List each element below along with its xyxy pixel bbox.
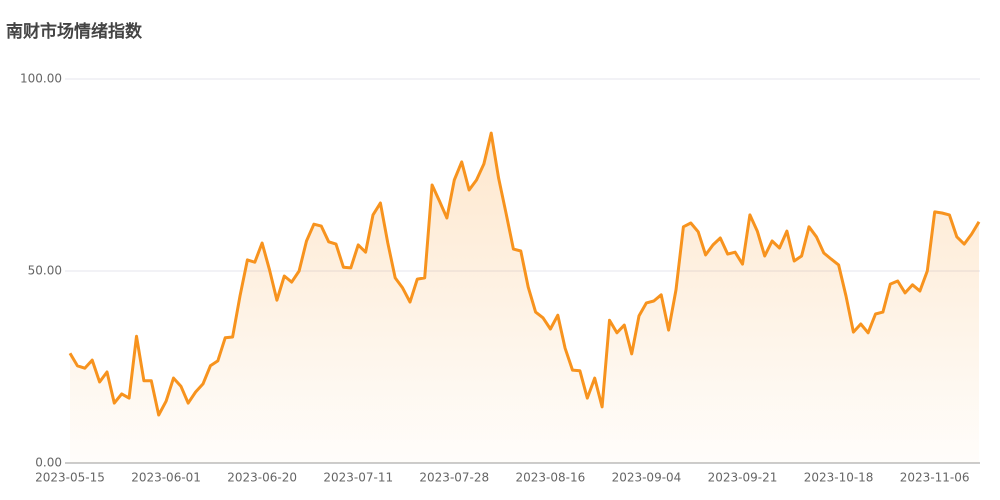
x-tick-label: 2023-05-15 <box>35 471 105 485</box>
line <box>68 131 981 417</box>
y-tick-label: 50.00 <box>28 264 62 278</box>
x-tick-label: 2023-06-01 <box>131 471 201 485</box>
x-tick-label: 2023-07-28 <box>419 471 489 485</box>
x-tick-label: 2023-07-11 <box>323 471 393 485</box>
x-tick-label: 2023-06-20 <box>227 471 297 485</box>
x-tick-label: 2023-09-04 <box>612 471 682 485</box>
area <box>70 133 979 463</box>
y-tick-label: 0.00 <box>35 456 62 470</box>
y-tick-label: 100.00 <box>20 72 62 86</box>
x-tick-label: 2023-11-06 <box>900 471 970 485</box>
x-tick-label: 2023-09-21 <box>708 471 778 485</box>
chart-title: 南财市场情绪指数 <box>6 21 143 42</box>
x-tick-label: 2023-08-16 <box>515 471 585 485</box>
x-tick-label: 2023-10-18 <box>804 471 874 485</box>
